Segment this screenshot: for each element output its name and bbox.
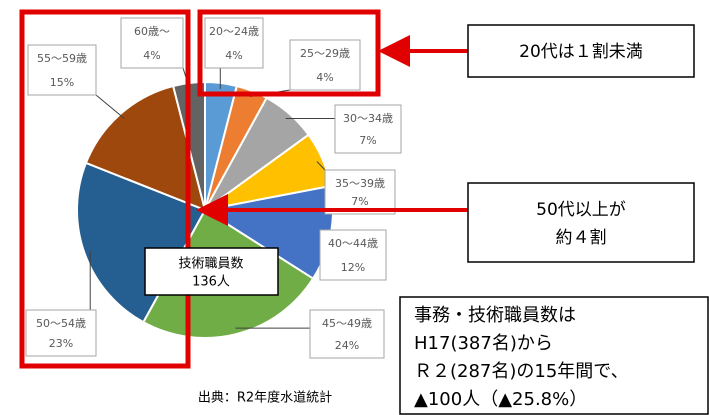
callout-text: 約４割 [556, 228, 607, 248]
category-label: 20～24歳 [209, 25, 259, 38]
leader-line [316, 161, 326, 171]
center-label: 技術職員数 [178, 257, 243, 272]
summary-text: Ｒ２(287名)の15年間で、 [414, 361, 629, 382]
value-label: 4% [316, 71, 333, 84]
value-label: 23% [49, 337, 73, 350]
leader-line [95, 94, 125, 119]
label-box [120, 17, 184, 69]
pie-slice [76, 161, 207, 324]
pie-slice [84, 84, 207, 212]
value-label: 15% [50, 76, 74, 89]
callout-text: 20代は１割未満 [519, 42, 643, 62]
summary-box [399, 296, 709, 415]
value-label: 4% [143, 49, 160, 62]
category-label: 50～54歳 [36, 317, 86, 330]
value-label: 4% [225, 49, 242, 62]
category-label: 40～44歳 [328, 237, 378, 250]
label-box [204, 17, 264, 69]
summary-text: 事務・技術職員数は [414, 305, 576, 326]
category-label: 45～49歳 [322, 317, 372, 330]
labels: 20～24歳 4% 25～29歳 4% 30～34歳 7% 35～39歳 7% 40～44歳 12… [25, 17, 402, 359]
label-box [334, 104, 402, 154]
summary-text: H17(387名)から [414, 333, 553, 354]
label-box [289, 39, 361, 91]
label-box [27, 44, 97, 96]
highlight-50s [19, 9, 191, 369]
category-label: 60歳～ [134, 25, 170, 38]
center-label: 136人 [192, 275, 230, 290]
label-box [25, 309, 97, 357]
label-box [309, 309, 385, 359]
category-label: 35～39歳 [335, 177, 385, 190]
value-label: 7% [359, 134, 376, 147]
label-box [324, 169, 396, 215]
category-label: 30～34歳 [343, 112, 393, 125]
source: 出典：R2年度水道統計 [198, 390, 332, 406]
value-label: 7% [351, 195, 368, 208]
value-label: 12% [341, 261, 365, 274]
summary-text: ▲100人（▲25.8%） [414, 389, 587, 410]
callout-text: 50代以上が [536, 200, 626, 220]
category-label: 55～59歳 [37, 52, 87, 65]
category-label: 25～29歳 [300, 47, 350, 60]
callout-box [467, 24, 695, 78]
callout-box [467, 182, 695, 263]
value-label: 24% [335, 339, 359, 352]
center-label-box [144, 247, 279, 296]
label-box [319, 229, 387, 281]
